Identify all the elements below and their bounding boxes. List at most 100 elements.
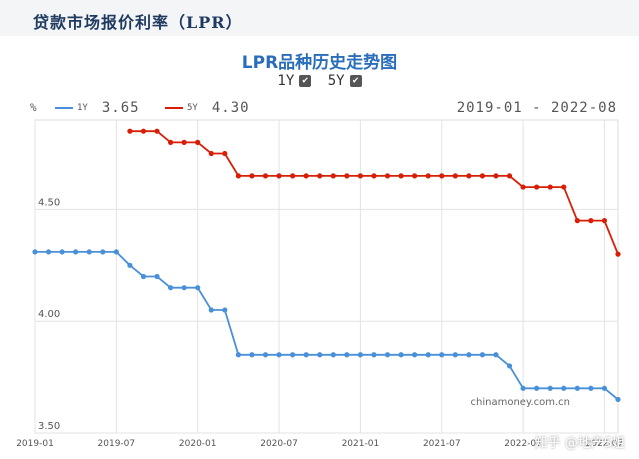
legend-value-1y: 3.65 xyxy=(101,100,140,116)
data-point-5y xyxy=(534,184,540,190)
data-point-1y xyxy=(561,385,567,391)
data-point-5y xyxy=(425,173,431,179)
x-tick-label: 2022-01 xyxy=(504,439,542,449)
x-tick-label: 2022-07 xyxy=(586,439,624,449)
data-point-1y xyxy=(317,352,323,358)
legend-swatch-5y xyxy=(165,107,183,109)
data-point-5y xyxy=(547,184,553,190)
data-point-1y xyxy=(493,352,499,358)
page-title: 贷款市场报价利率（LPR） xyxy=(33,13,243,32)
data-point-5y xyxy=(466,173,472,179)
legend-name-1y: 1Y xyxy=(77,103,88,113)
data-point-1y xyxy=(127,262,133,268)
data-point-1y xyxy=(113,249,119,255)
legend-value-5y: 4.30 xyxy=(211,100,250,116)
y-tick-label: 4.00 xyxy=(38,309,60,320)
x-tick-label: 2020-07 xyxy=(260,439,298,449)
toggle-5y[interactable]: 5Y ✔ xyxy=(328,73,362,89)
data-point-1y xyxy=(466,352,472,358)
data-point-5y xyxy=(249,173,255,179)
data-point-5y xyxy=(493,173,499,179)
data-point-5y xyxy=(140,128,147,134)
series-line-1y xyxy=(35,250,619,401)
data-point-5y xyxy=(398,173,404,179)
data-point-1y xyxy=(412,352,418,358)
data-point-1y xyxy=(167,285,174,291)
data-point-1y xyxy=(86,249,92,255)
data-point-5y xyxy=(452,173,458,179)
date-range: 2019-01 - 2022-08 xyxy=(456,100,617,116)
unit-label: % xyxy=(30,101,37,114)
data-point-5y xyxy=(303,173,309,179)
data-point-1y xyxy=(249,352,255,358)
data-point-1y xyxy=(588,385,594,391)
x-tick-label: 2021-07 xyxy=(423,439,461,449)
data-point-5y xyxy=(357,173,363,179)
checkbox-1y-icon[interactable]: ✔ xyxy=(299,75,312,87)
data-point-1y xyxy=(398,352,404,358)
data-point-5y xyxy=(235,173,241,179)
data-point-5y xyxy=(561,184,567,190)
data-point-1y xyxy=(45,249,52,255)
x-tick-label: 2019-01 xyxy=(16,439,54,449)
data-point-1y xyxy=(303,352,309,358)
data-point-1y xyxy=(371,352,377,358)
data-point-1y xyxy=(235,352,241,358)
data-point-1y xyxy=(140,273,147,280)
data-point-1y xyxy=(384,352,391,358)
chart-title: LPR品种历史走势图 xyxy=(241,53,398,73)
data-point-5y xyxy=(208,150,214,157)
data-point-1y xyxy=(439,352,445,358)
data-point-5y xyxy=(222,150,228,157)
data-point-1y xyxy=(59,249,65,255)
y-tick-label: 3.50 xyxy=(38,421,60,432)
data-point-1y xyxy=(222,307,228,313)
plot-frame xyxy=(34,119,619,434)
data-point-5y xyxy=(574,218,580,224)
data-point-5y xyxy=(615,251,621,257)
data-point-1y xyxy=(601,385,608,391)
data-point-1y xyxy=(330,352,336,358)
data-point-5y xyxy=(154,128,160,134)
data-point-5y xyxy=(127,128,133,134)
data-point-1y xyxy=(479,352,486,358)
data-point-5y xyxy=(479,173,486,179)
data-point-5y xyxy=(195,139,201,145)
data-point-1y xyxy=(520,385,526,391)
overlay-watermark: 知乎 @地产S姐 xyxy=(534,436,625,451)
data-point-1y xyxy=(32,249,38,255)
data-point-1y xyxy=(344,352,350,358)
data-point-5y xyxy=(167,139,174,145)
data-point-1y xyxy=(357,352,363,358)
toggle-1y[interactable]: 1Y ✔ xyxy=(277,73,312,89)
data-point-1y xyxy=(208,307,214,313)
legend-item-1y: 1Y 3.65 xyxy=(55,100,140,116)
data-point-1y xyxy=(506,363,513,369)
data-point-5y xyxy=(371,173,377,179)
data-point-1y xyxy=(195,285,201,291)
x-tick-label: 2020-01 xyxy=(179,439,217,449)
data-point-5y xyxy=(290,173,296,179)
data-point-5y xyxy=(506,173,513,179)
data-point-1y xyxy=(100,249,106,255)
checkbox-5y-icon[interactable]: ✔ xyxy=(349,75,362,87)
toggle-1y-label: 1Y xyxy=(277,73,295,89)
data-point-1y xyxy=(452,352,458,358)
data-point-5y xyxy=(588,218,594,224)
data-point-1y xyxy=(262,352,269,358)
series-toggle: 1Y ✔ 5Y ✔ xyxy=(0,73,639,89)
legend-item-5y: 5Y 4.30 xyxy=(165,100,250,116)
data-point-5y xyxy=(412,173,418,179)
data-point-1y xyxy=(534,385,540,391)
data-point-1y xyxy=(425,352,431,358)
series-line-5y xyxy=(129,130,619,255)
data-point-5y xyxy=(317,173,323,179)
x-tick-label: 2021-01 xyxy=(342,439,380,449)
data-point-1y xyxy=(154,273,160,280)
data-point-5y xyxy=(262,173,269,179)
data-point-1y xyxy=(547,385,553,391)
data-point-1y xyxy=(574,385,580,391)
data-point-1y xyxy=(73,249,79,255)
x-tick-label: 2019-07 xyxy=(98,439,136,449)
